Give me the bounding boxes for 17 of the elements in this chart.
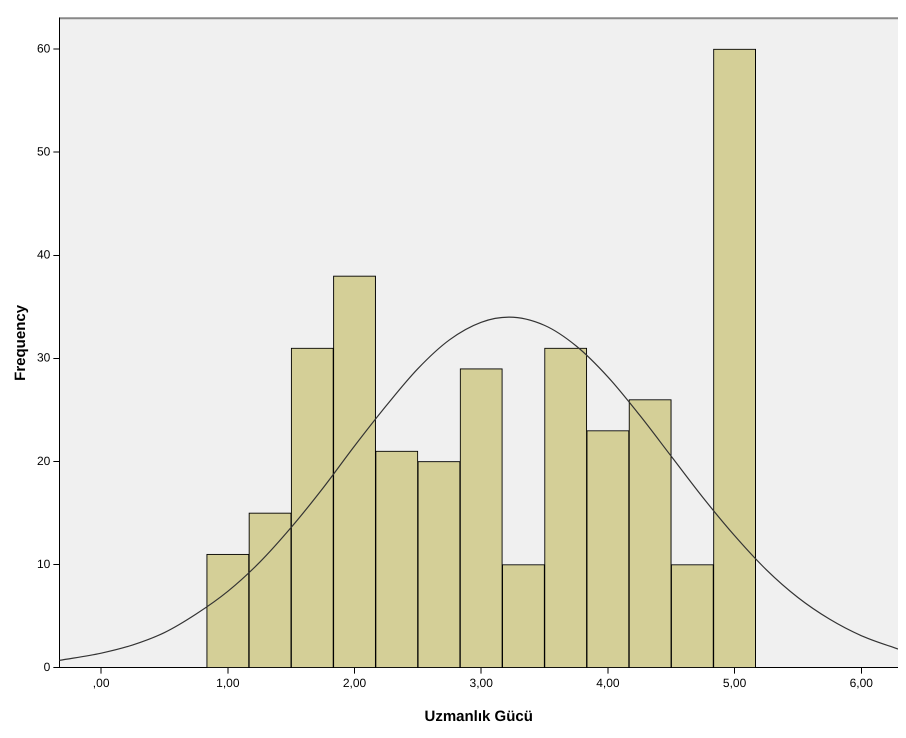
y-tick-label: 40 bbox=[36, 248, 51, 262]
x-tick-label: 2,00 bbox=[342, 676, 367, 690]
y-tick-label: 20 bbox=[36, 454, 51, 468]
y-tick-label: 30 bbox=[36, 350, 51, 365]
y-tick-label: 0 bbox=[44, 660, 51, 674]
x-axis-title: Uzmanlık Gücü bbox=[424, 708, 533, 726]
y-tick-label: 60 bbox=[36, 41, 51, 56]
x-tick-label: 4,00 bbox=[596, 676, 620, 690]
x-tick-label: 5,00 bbox=[722, 676, 747, 690]
y-tick-label: 50 bbox=[36, 144, 51, 159]
x-tick-label: 6,00 bbox=[850, 676, 874, 690]
line-series bbox=[59, 316, 898, 661]
y-tick-label: 10 bbox=[36, 556, 51, 571]
y-axis-title: Frequency bbox=[12, 304, 30, 381]
x-tick-label: 1,00 bbox=[216, 676, 240, 690]
x-tick-label: ,00 bbox=[92, 676, 110, 690]
x-tick-label: 3,00 bbox=[470, 676, 494, 690]
